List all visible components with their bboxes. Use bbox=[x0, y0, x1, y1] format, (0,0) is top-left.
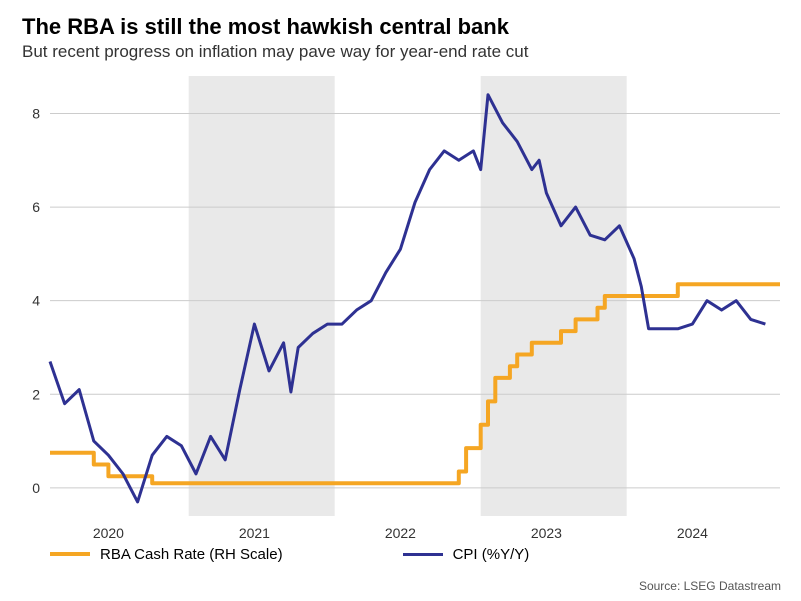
svg-text:2024: 2024 bbox=[677, 525, 708, 541]
svg-text:4: 4 bbox=[32, 293, 40, 309]
chart-plot: 0246820202021202220232024 bbox=[50, 76, 780, 516]
chart-source: Source: LSEG Datastream bbox=[639, 579, 781, 593]
svg-text:0: 0 bbox=[32, 480, 40, 496]
legend-label: CPI (%Y/Y) bbox=[453, 546, 530, 563]
chart-title: The RBA is still the most hawkish centra… bbox=[22, 14, 509, 40]
svg-text:2023: 2023 bbox=[531, 525, 562, 541]
legend-swatch bbox=[403, 553, 443, 556]
legend-swatch bbox=[50, 552, 90, 556]
legend-item: RBA Cash Rate (RH Scale) bbox=[50, 546, 283, 563]
svg-text:6: 6 bbox=[32, 199, 40, 215]
chart-subtitle: But recent progress on inflation may pav… bbox=[22, 42, 528, 62]
legend-label: RBA Cash Rate (RH Scale) bbox=[100, 546, 283, 563]
svg-text:2020: 2020 bbox=[93, 525, 124, 541]
svg-text:2021: 2021 bbox=[239, 525, 270, 541]
legend-item: CPI (%Y/Y) bbox=[403, 546, 530, 563]
svg-text:2022: 2022 bbox=[385, 525, 416, 541]
chart-legend: RBA Cash Rate (RH Scale) CPI (%Y/Y) bbox=[50, 540, 780, 568]
svg-text:8: 8 bbox=[32, 105, 40, 121]
svg-text:2: 2 bbox=[32, 386, 40, 402]
